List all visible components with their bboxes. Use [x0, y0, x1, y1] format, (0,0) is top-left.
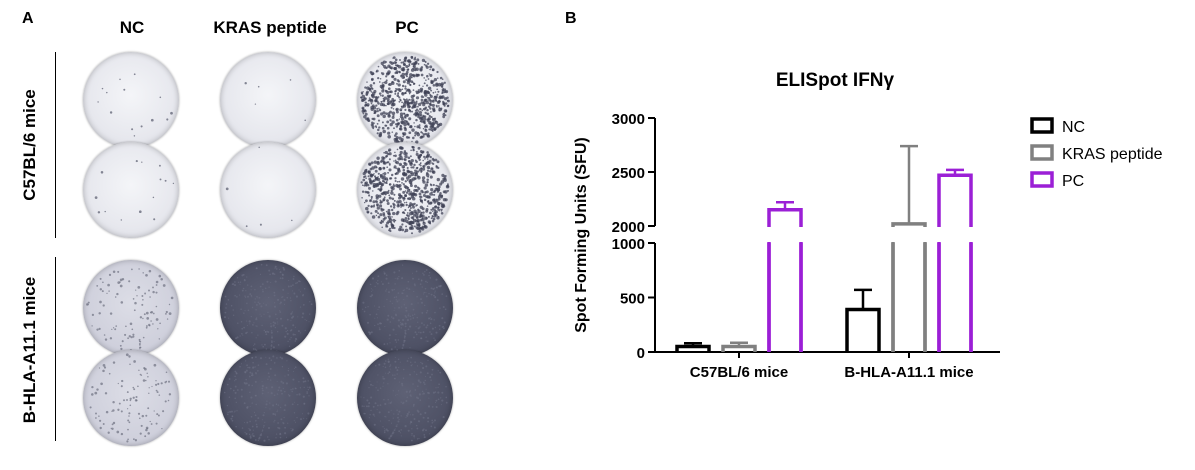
- y-tick-label: 2000: [612, 219, 645, 236]
- row-label-c57bl6: C57BL/6 mice: [20, 89, 39, 201]
- elispot-well-pc-4: [357, 350, 453, 446]
- chart-title: ELISpot IFNγ: [776, 70, 895, 91]
- elispot-well-nc-1: [83, 52, 179, 148]
- legend-swatch: [1030, 144, 1054, 161]
- elispot-bar-chart: ELISpot IFNγ Spot Forming Units (SFU) 2000…: [573, 70, 1163, 381]
- elispot-well-pc-3: [357, 260, 453, 356]
- column-label-nc: NC: [119, 18, 145, 37]
- column-label-pc: PC: [395, 18, 419, 37]
- column-label-kras-peptide: KRAS peptide: [213, 18, 327, 37]
- elispot-well-pc-2: [357, 142, 453, 238]
- elispot-well-kras-peptide-2: [220, 142, 316, 238]
- legend-label: PC: [1062, 173, 1084, 190]
- elispot-well-pc-1: [357, 52, 453, 148]
- elispot-well-kras-peptide-1: [220, 52, 316, 148]
- bar-break-gap: [766, 227, 804, 242]
- panel-label-b: B: [565, 10, 577, 27]
- elispot-well-nc-3: [83, 260, 179, 356]
- legend-label: KRAS peptide: [1062, 146, 1163, 163]
- legend-swatch: [1030, 117, 1054, 134]
- y-axis-label: Spot Forming Units (SFU): [573, 137, 590, 333]
- row-divider-hla: [55, 257, 56, 441]
- y-tick-label: 0: [637, 345, 645, 362]
- bar: [891, 222, 927, 352]
- elispot-well-kras-peptide-3: [220, 260, 316, 356]
- row-label-hla: B-HLA-A11.1 mice: [20, 276, 39, 424]
- row-divider-c57bl6: [55, 52, 56, 238]
- elispot-well-kras-peptide-4: [220, 350, 316, 446]
- panel-label-a: A: [22, 10, 34, 27]
- y-tick-label: 3000: [612, 111, 645, 128]
- x-tick-label: B-HLA-A11.1 mice: [844, 364, 973, 381]
- bar: [845, 307, 881, 352]
- legend-label: NC: [1062, 119, 1085, 136]
- y-tick-label: 500: [620, 291, 645, 308]
- elispot-well-nc-2: [83, 142, 179, 238]
- bar-break-gap: [890, 227, 928, 242]
- legend-swatch: [1030, 171, 1054, 188]
- bar: [937, 173, 973, 352]
- y-tick-label: 1000: [612, 236, 645, 253]
- x-tick-label: C57BL/6 mice: [690, 364, 788, 381]
- elispot-well-nc-4: [83, 350, 179, 446]
- y-tick-label: 2500: [612, 165, 645, 182]
- bar-break-gap: [936, 227, 974, 242]
